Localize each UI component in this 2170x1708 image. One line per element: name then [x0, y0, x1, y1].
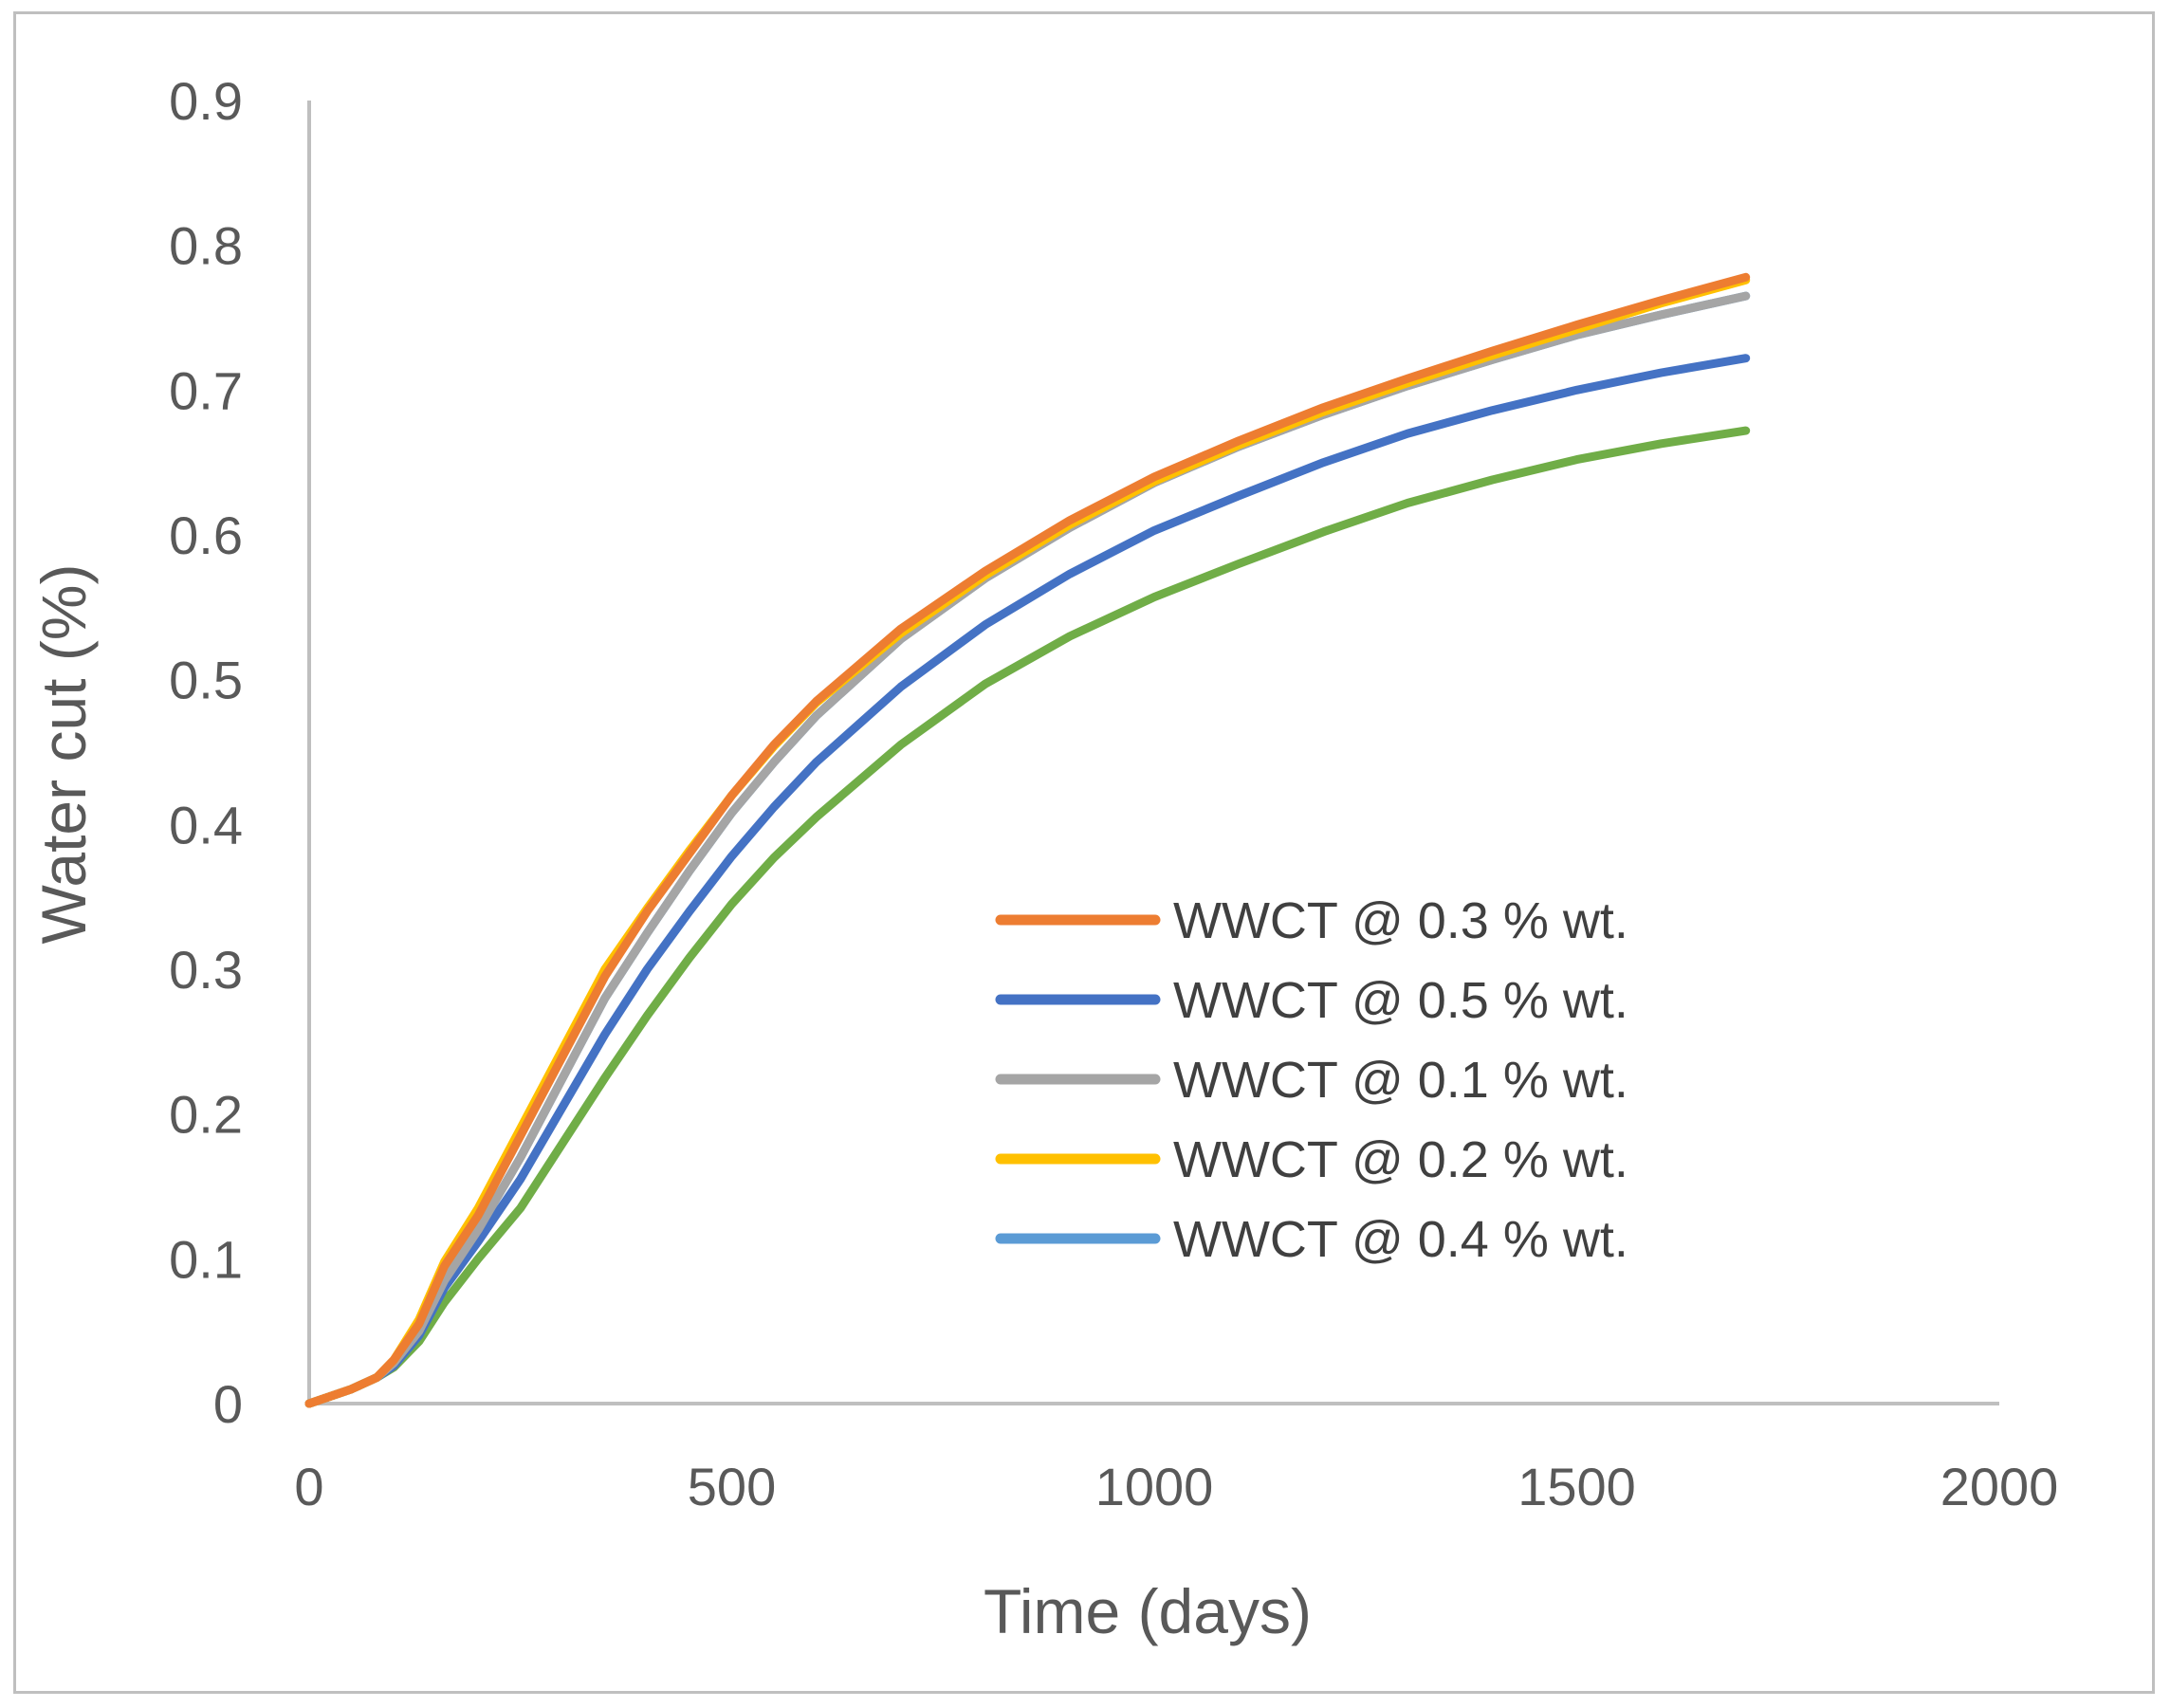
- y-tick-labels: 0 0.1 0.2 0.3 0.4 0.5 0.6 0.7 0.8 0.9: [169, 71, 243, 1434]
- x-tick-label: 500: [688, 1457, 776, 1516]
- series-line-0: [304, 272, 1751, 1408]
- x-tick-label: 2000: [1940, 1457, 2059, 1516]
- x-tick-label: 0: [294, 1457, 323, 1516]
- x-tick-labels: 0 500 1000 1500 2000: [294, 1457, 2058, 1516]
- legend-label: WWCT @ 0.5 % wt.: [1173, 972, 1628, 1029]
- y-tick-label: 0.1: [169, 1229, 243, 1289]
- y-tick-label: 0.7: [169, 360, 243, 420]
- y-tick-label: 0.3: [169, 940, 243, 1000]
- series-layer: [304, 272, 1751, 1408]
- x-tick-label: 1000: [1095, 1457, 1214, 1516]
- y-axis-title: Water cut (%): [28, 564, 99, 945]
- y-tick-label: 0.8: [169, 216, 243, 276]
- chart-frame: [13, 11, 2155, 1694]
- legend-label: WWCT @ 0.4 % wt.: [1173, 1211, 1628, 1268]
- y-tick-label: 0.4: [169, 795, 243, 854]
- legend-label: WWCT @ 0.1 % wt.: [1173, 1052, 1628, 1109]
- y-tick-label: 0.9: [169, 71, 243, 131]
- x-axis-title: Time (days): [984, 1576, 1312, 1646]
- legend-label: WWCT @ 0.2 % wt.: [1173, 1131, 1628, 1188]
- y-tick-label: 0: [213, 1374, 243, 1434]
- legend: WWCT @ 0.3 % wt. WWCT @ 0.5 % wt. WWCT @ 0…: [995, 892, 1628, 1268]
- axes: [307, 101, 1999, 1405]
- y-tick-label: 0.2: [169, 1085, 243, 1145]
- legend-label: WWCT @ 0.3 % wt.: [1173, 892, 1628, 949]
- x-tick-label: 1500: [1517, 1457, 1636, 1516]
- y-tick-label: 0.6: [169, 505, 243, 565]
- y-tick-label: 0.5: [169, 651, 243, 710]
